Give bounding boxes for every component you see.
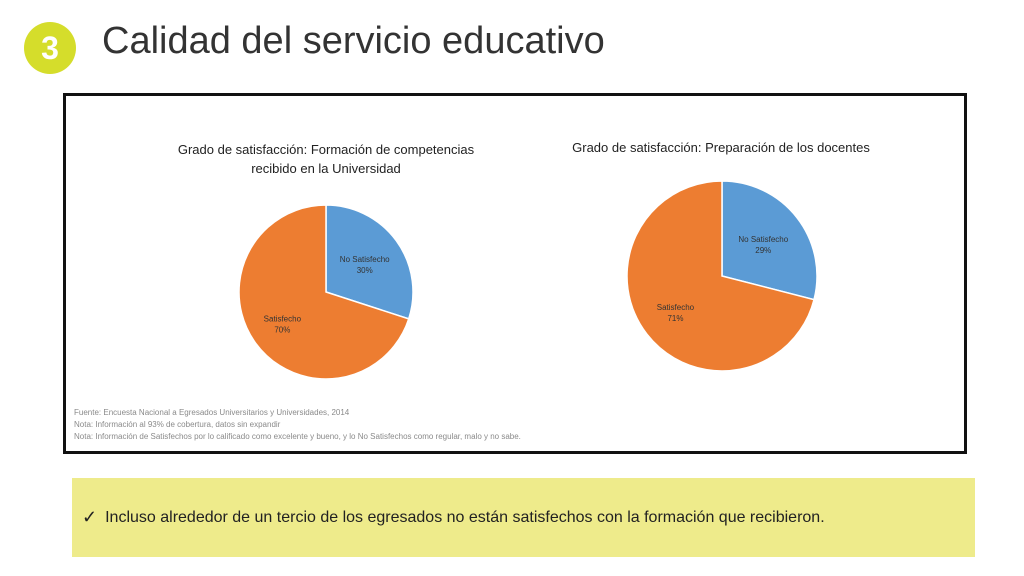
chart-1-title-line-2: recibido en la Universidad bbox=[251, 161, 401, 176]
pie-1-slice-1-value: 70% bbox=[274, 326, 290, 335]
slide-number: 3 bbox=[41, 29, 59, 66]
pie-2-slice-1-label: Satisfecho bbox=[657, 303, 695, 312]
pie-chart-2: No Satisfecho 29% Satisfecho 71% bbox=[626, 180, 818, 372]
pie-1-slice-0-value: 30% bbox=[357, 266, 373, 275]
chart-1-title-line-1: Grado de satisfacción: Formación de comp… bbox=[177, 142, 475, 157]
pie-1-slice-1-label: Satisfecho bbox=[264, 315, 302, 324]
pie-2-slice-0-label: No Satisfecho bbox=[738, 235, 788, 244]
chart-2-title: Grado de satisfacción: Preparación de lo… bbox=[546, 138, 896, 157]
pie-2-slice-0 bbox=[721, 180, 818, 301]
pie-chart-1: No Satisfecho 30% Satisfecho 70% bbox=[238, 204, 414, 380]
checkmark-icon: ✓ bbox=[82, 507, 98, 527]
chart-notes: Fuente: Encuesta Nacional a Egresados Un… bbox=[74, 407, 521, 443]
note-coverage: Nota: Información al 93% de cobertura, d… bbox=[74, 420, 281, 429]
pie-2-slice-0-value: 29% bbox=[755, 246, 771, 255]
chart-2-title-line-1: Grado de satisfacción: Preparación de lo… bbox=[572, 140, 870, 155]
pie-1-slice-0-label: No Satisfecho bbox=[340, 255, 390, 264]
pie-1-slice-1 bbox=[238, 204, 410, 380]
slide-number-badge: 3 bbox=[24, 22, 76, 74]
pie-2-slice-1-value: 71% bbox=[667, 314, 683, 323]
pie-2-slice-1 bbox=[626, 180, 815, 372]
conclusion-callout: ✓ Incluso alrededor de un tercio de los … bbox=[72, 478, 975, 557]
note-source: Fuente: Encuesta Nacional a Egresados Un… bbox=[74, 408, 350, 417]
conclusion-text: Incluso alrededor de un tercio de los eg… bbox=[105, 508, 825, 526]
pie-1-slice-0 bbox=[325, 204, 414, 320]
slide-title: Calidad del servicio educativo bbox=[102, 20, 605, 62]
chart-1-title: Grado de satisfacción: Formación de comp… bbox=[156, 140, 496, 178]
charts-panel: Grado de satisfacción: Formación de comp… bbox=[63, 93, 967, 454]
note-definition: Nota: Información de Satisfechos por lo … bbox=[74, 432, 521, 441]
